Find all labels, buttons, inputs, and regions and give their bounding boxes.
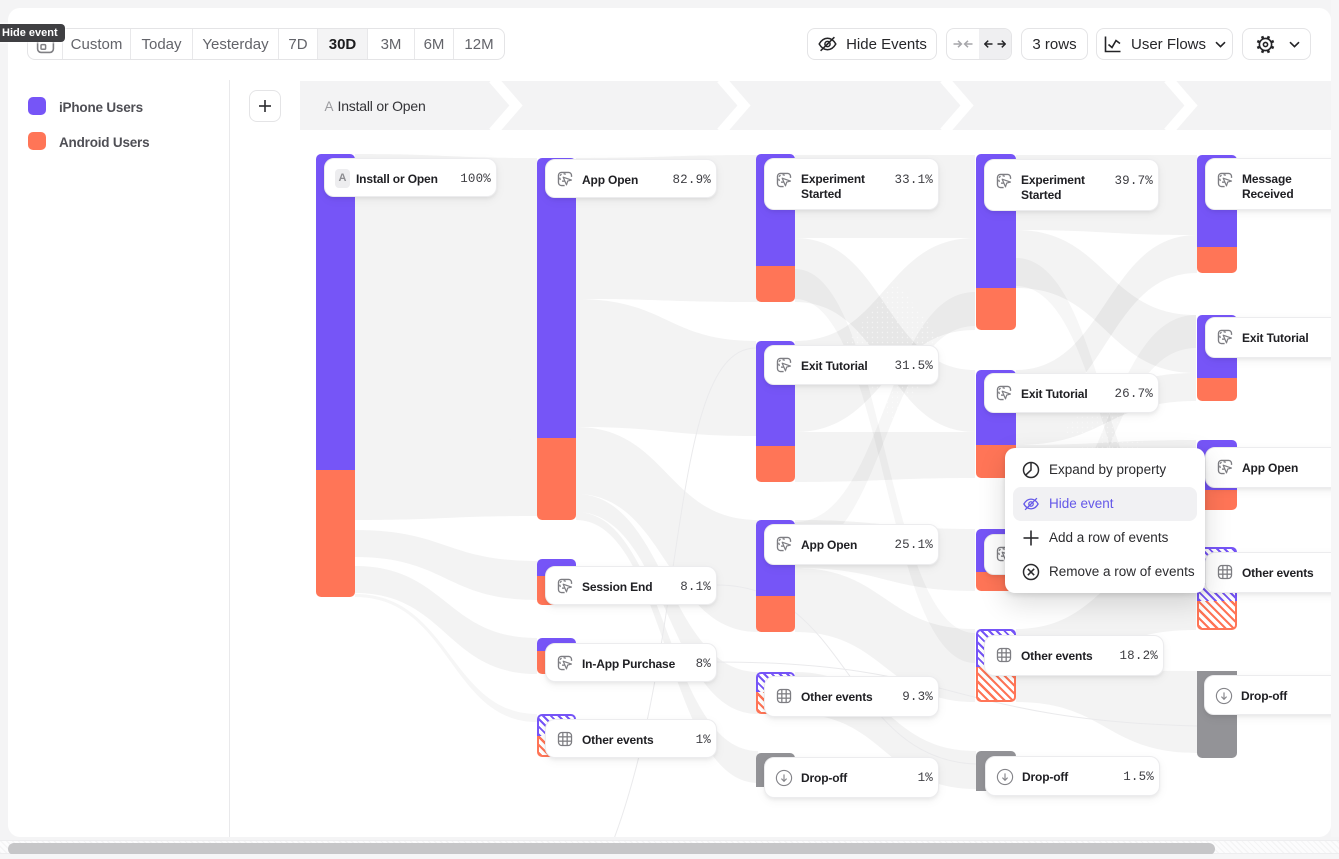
svg-text:Install or Open: Install or Open — [338, 98, 426, 114]
svg-text:A: A — [325, 99, 334, 114]
